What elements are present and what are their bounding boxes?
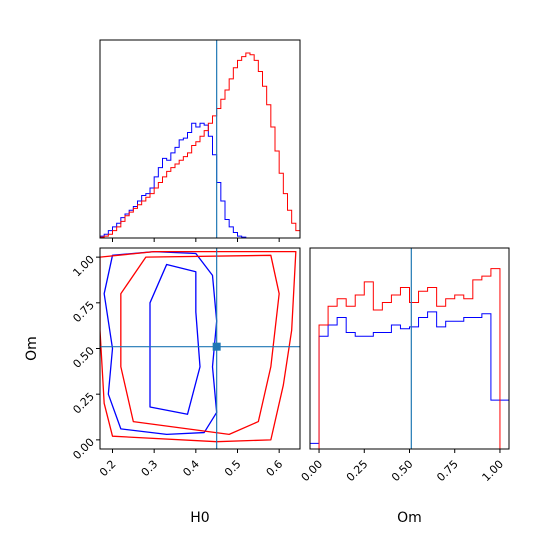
contour-xlabel: H0	[190, 510, 209, 526]
contour-series-1-level-0	[100, 251, 297, 443]
om-histogram-series-1	[310, 268, 509, 449]
om-histogram-xlabel: Om	[397, 510, 422, 526]
contour-truth-marker	[212, 342, 221, 351]
h0-histogram-panel	[99, 39, 301, 242]
contour-ylabel: Om	[24, 336, 40, 361]
contour-series-0-level-0	[103, 251, 218, 436]
contour-series-1-level-1	[120, 254, 280, 436]
h0-histogram-series-1	[100, 52, 300, 238]
om-histogram-series-0	[310, 311, 509, 449]
h0-histogram-frame	[99, 39, 301, 239]
contour-series-0-level-1	[149, 263, 201, 415]
